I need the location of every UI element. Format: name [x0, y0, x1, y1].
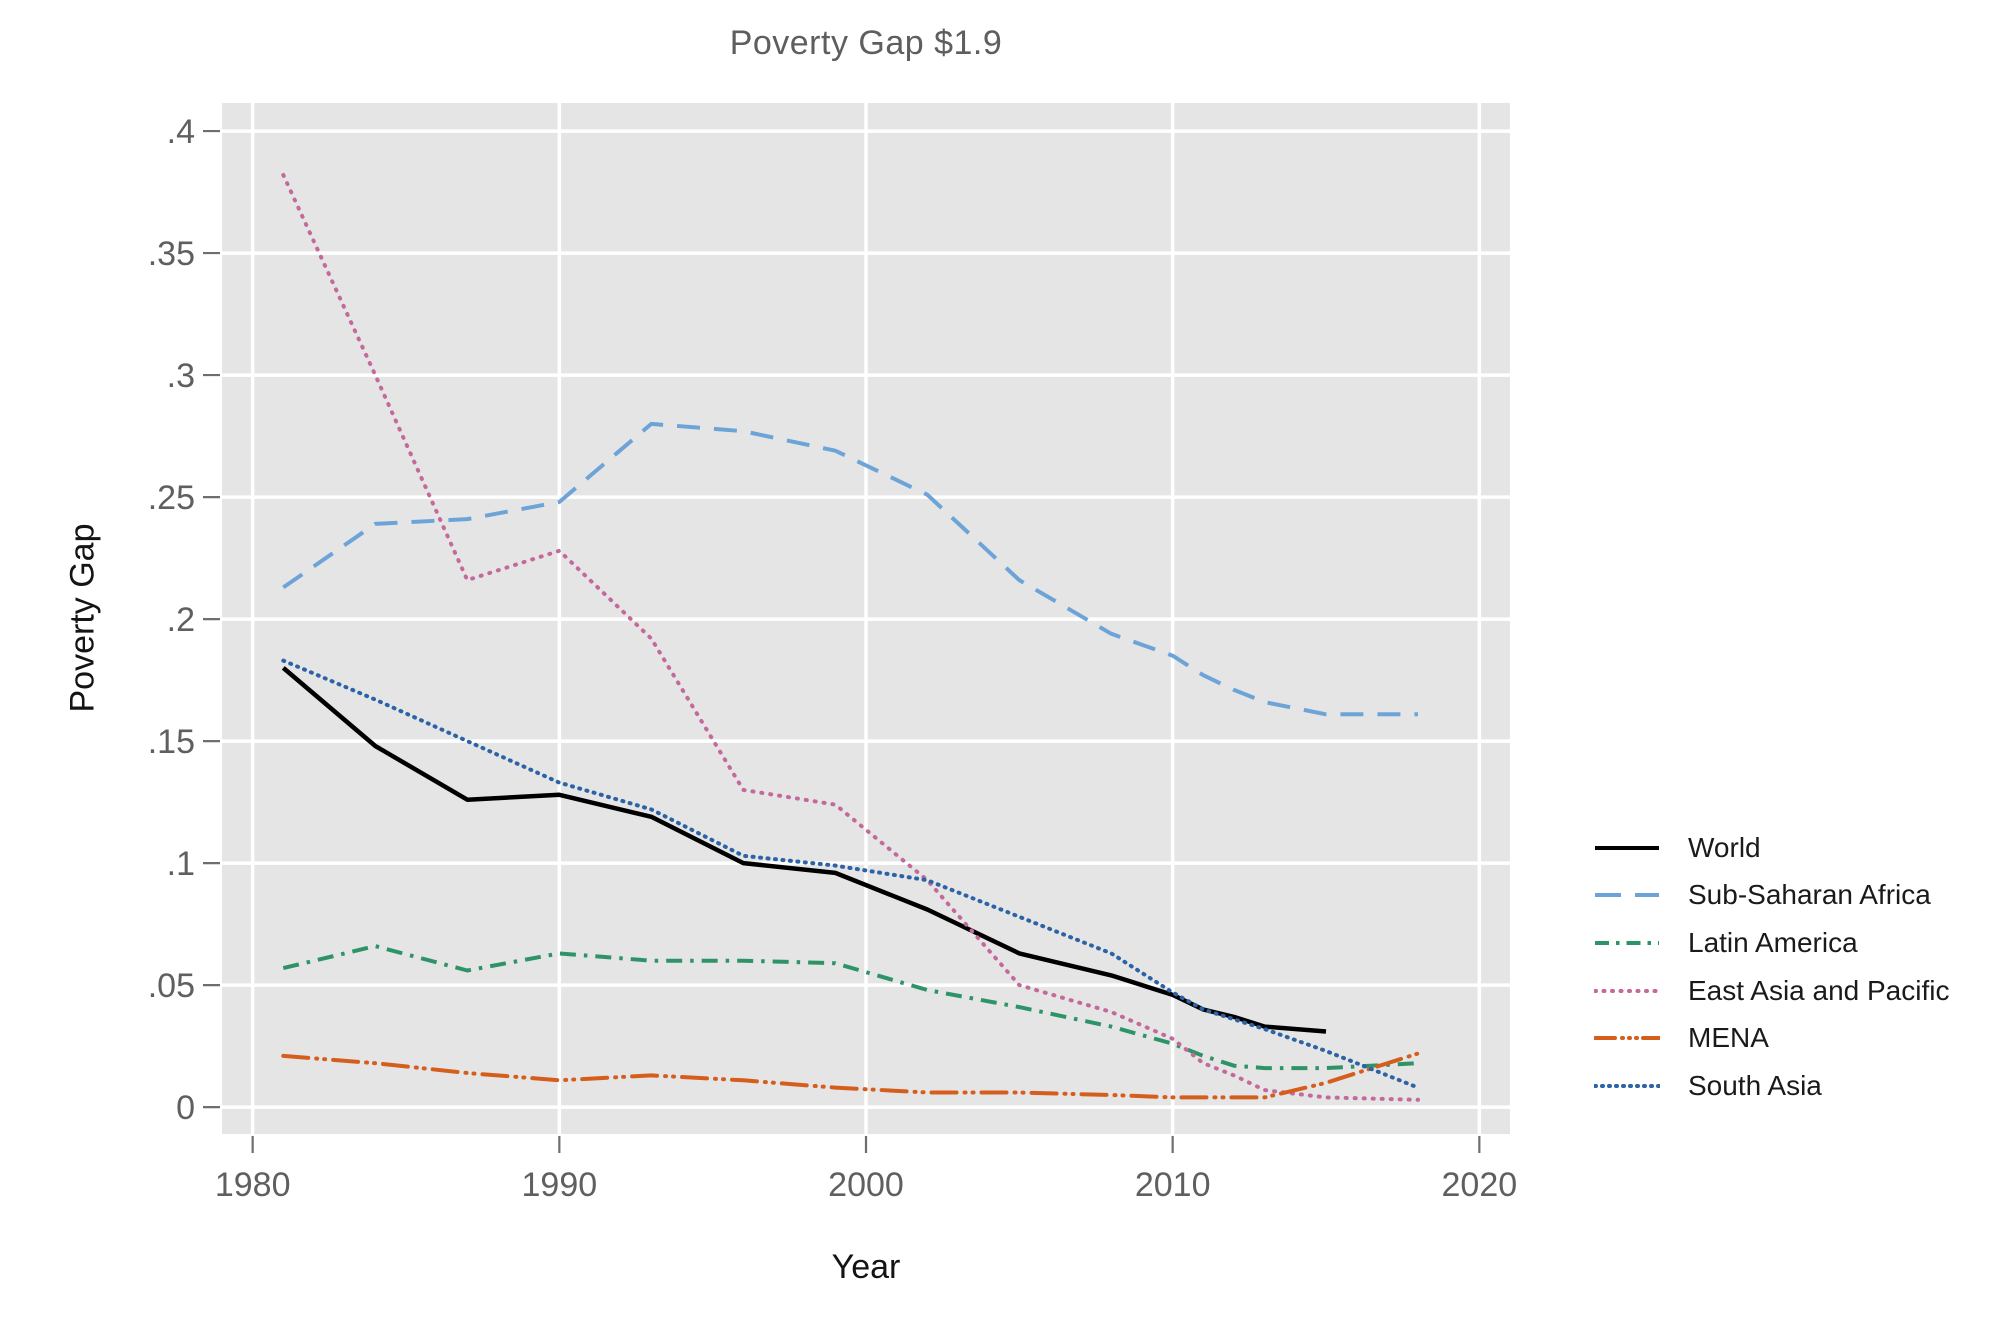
legend-item-latin-america: Latin America: [1594, 919, 1998, 967]
legend-swatch-south-asia: [1594, 1083, 1660, 1088]
legend-label: East Asia and Pacific: [1688, 974, 1950, 1006]
y-tick-label: .35: [148, 235, 195, 273]
legend-item-east-asia-and-pacific: East Asia and Pacific: [1594, 967, 1998, 1015]
x-tick-label: 2010: [1135, 1166, 1211, 1204]
legend-swatch-world: [1595, 845, 1659, 850]
x-tick-label: 1990: [522, 1166, 598, 1204]
x-axis-title: Year: [831, 1248, 901, 1286]
legend-label: MENA: [1688, 1022, 1769, 1054]
legend: World Sub-Saharan Africa Latin America East…: [1594, 824, 1998, 1110]
y-tick-label: .15: [148, 723, 195, 761]
legend-label: South Asia: [1688, 1069, 1822, 1101]
legend-swatch-latin-america: [1595, 940, 1659, 945]
legend-item-world: World: [1594, 824, 1998, 872]
legend-label: World: [1688, 831, 1761, 863]
legend-swatch-mena: [1594, 1036, 1660, 1041]
y-tick-label: .4: [167, 113, 195, 151]
y-tick-label: .1: [167, 845, 195, 883]
y-tick-label: .2: [167, 601, 195, 639]
legend-swatch-east-asia-and-pacific: [1594, 988, 1660, 993]
y-tick-label: .05: [148, 967, 195, 1005]
legend-swatch-sub-saharan-africa: [1595, 893, 1659, 898]
x-tick-label: 1980: [215, 1166, 291, 1204]
series-line-east-asia-and-pacific: [281, 173, 1420, 1102]
legend-item-sub-saharan-africa: Sub-Saharan Africa: [1594, 872, 1998, 920]
x-tick-label: 2000: [828, 1166, 904, 1204]
legend-item-mena: MENA: [1594, 1014, 1998, 1062]
y-tick-label: .25: [148, 479, 195, 517]
legend-item-south-asia: South Asia: [1594, 1062, 1998, 1110]
y-tick-label: .3: [167, 357, 195, 395]
series-line-mena: [281, 1051, 1420, 1100]
chart-title: Poverty Gap $1.9: [729, 24, 1003, 62]
series-line-sub-saharan-africa: [282, 421, 1418, 717]
y-tick-label: 0: [176, 1089, 195, 1127]
series-line-south-asia: [281, 658, 1420, 1090]
x-tick-label: 2020: [1442, 1166, 1518, 1204]
legend-label: Latin America: [1688, 926, 1858, 958]
legend-label: Sub-Saharan Africa: [1688, 879, 1931, 911]
